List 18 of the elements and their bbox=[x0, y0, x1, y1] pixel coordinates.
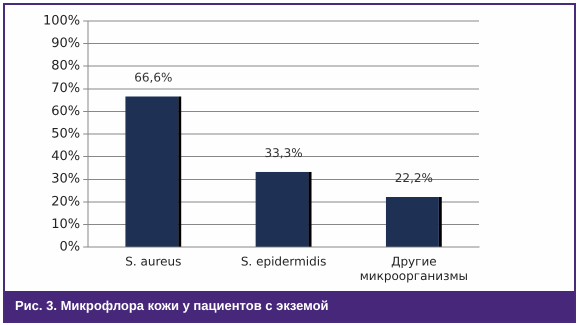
y-tick-label: 90% bbox=[51, 36, 80, 51]
bar bbox=[125, 96, 178, 247]
y-tick-label: 40% bbox=[51, 149, 80, 164]
y-tick-label: 10% bbox=[51, 216, 80, 232]
y-tick-label: 20% bbox=[51, 194, 80, 210]
y-tick-label: 50% bbox=[51, 126, 80, 142]
data-label: 66,6% bbox=[134, 70, 172, 85]
x-tick-label: S. epidermidis bbox=[240, 254, 326, 269]
x-tick-label: S. aureus bbox=[125, 254, 182, 269]
y-tick-label: 70% bbox=[51, 81, 80, 96]
y-tick-label: 80% bbox=[51, 58, 80, 74]
y-tick-label: 30% bbox=[51, 172, 80, 187]
x-tick-label: Другие микроорганизмы bbox=[360, 254, 468, 283]
text: Рис. 3. Микрофлора кожи у пациентов с экземой bbox=[5, 291, 574, 321]
y-tick-label: 60% bbox=[51, 104, 80, 119]
y-tick-label: 0% bbox=[60, 240, 80, 255]
bar bbox=[386, 196, 439, 247]
y-tick-label: 100% bbox=[42, 13, 80, 28]
